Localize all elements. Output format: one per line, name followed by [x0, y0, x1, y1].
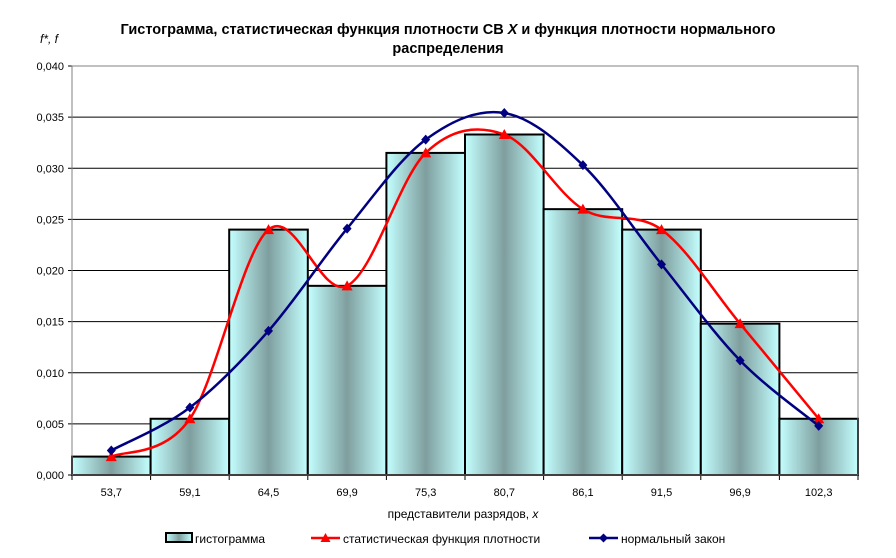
x-tick-label: 102,3: [805, 487, 833, 499]
series-lines: [105, 108, 825, 462]
legend-triangle-marker: [320, 533, 331, 542]
y-tick-labels: 0,000 0,005 0,010 0,015 0,020 0,025 0,030 0,035…: [36, 61, 64, 482]
diamond-marker: [185, 402, 195, 413]
series-line: [110, 128, 820, 458]
histogram-bars: [71, 133, 860, 477]
x-tick-label: 53,7: [101, 487, 122, 499]
chart-title-line1: Гистограмма, статистическая функция плот…: [121, 22, 776, 38]
x-tick-label: 96,9: [729, 487, 750, 499]
y-tick-label: 0,020: [36, 266, 64, 278]
triangle-marker: [734, 318, 746, 329]
x-tick-label: 69,9: [336, 487, 357, 499]
legend-label-statistical: статистическая функция плотности: [343, 532, 540, 546]
triangle-marker: [577, 203, 589, 214]
y-axis-label: f*, f: [40, 32, 60, 46]
legend-swatch-histogram: [165, 532, 193, 543]
triangle-marker: [263, 224, 274, 235]
y-tick-label: 0,030: [36, 163, 64, 175]
x-axis-label: представители разрядов, x: [388, 507, 540, 521]
x-tick-label: 86,1: [572, 487, 593, 499]
diamond-marker: [814, 420, 824, 431]
triangle-marker: [105, 451, 117, 462]
diamond-marker: [264, 325, 273, 336]
y-tick-label: 0,010: [36, 368, 64, 380]
x-tick-label: 64,5: [258, 487, 279, 499]
triangle-marker: [656, 224, 667, 235]
legend-label-histogram: гистограмма: [195, 532, 265, 546]
diamond-marker: [421, 134, 431, 145]
x-tick-label: 59,1: [179, 487, 200, 499]
triangle-marker: [341, 280, 353, 291]
y-tick-label: 0,035: [36, 112, 64, 124]
plot-area-border: [71, 65, 859, 476]
x-tick-labels: 53,7 59,1 64,5 69,9 75,3 80,7 86,1 91,5 96,9 102,…: [101, 487, 833, 499]
legend-label-normal: нормальный закон: [621, 532, 725, 546]
legend: гистограмма статистическая функция плотн…: [165, 532, 725, 546]
chart-title-line2: распределения: [392, 41, 503, 57]
diamond-marker: [657, 259, 666, 270]
series-line: [110, 110, 820, 452]
y-tick-label: 0,040: [36, 61, 64, 73]
x-tick-label: 80,7: [494, 487, 515, 499]
triangle-marker: [813, 413, 825, 424]
diamond-marker: [735, 355, 745, 366]
triangle-marker: [420, 147, 432, 158]
x-tick-label: 91,5: [651, 487, 672, 499]
y-tick-label: 0,015: [36, 317, 64, 329]
triangle-marker: [498, 129, 510, 140]
diamond-marker: [342, 223, 352, 234]
y-tick-label: 0,025: [36, 214, 64, 226]
histogram-bar: [464, 133, 545, 476]
histogram-bar: [228, 228, 309, 476]
triangle-marker: [184, 413, 196, 424]
diamond-marker: [578, 160, 588, 171]
x-tick-label: 75,3: [415, 487, 436, 499]
y-tick-label: 0,005: [36, 419, 64, 431]
diamond-marker: [499, 108, 509, 119]
histogram-bar: [542, 208, 624, 476]
histogram-bar: [306, 284, 388, 476]
diamond-marker: [106, 445, 116, 456]
histogram-bar: [699, 322, 781, 477]
histogram-bar: [149, 417, 231, 477]
y-tick-label: 0,000: [36, 470, 64, 482]
legend-diamond-marker: [599, 533, 608, 543]
